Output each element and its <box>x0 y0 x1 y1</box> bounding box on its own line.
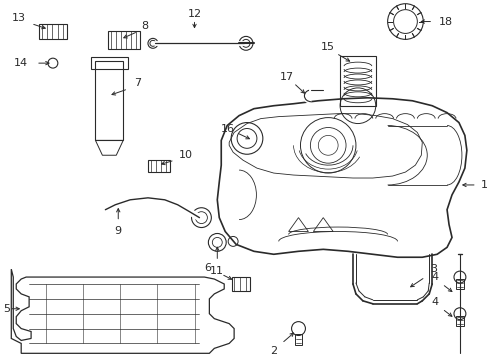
Text: 18: 18 <box>438 17 452 27</box>
Bar <box>232 277 249 291</box>
Bar <box>455 279 463 289</box>
Text: 4: 4 <box>431 297 438 307</box>
Text: 12: 12 <box>187 9 201 19</box>
Text: 5: 5 <box>3 304 10 314</box>
Text: 4: 4 <box>431 272 438 282</box>
Bar <box>108 31 140 49</box>
Bar <box>455 316 463 325</box>
Text: 10: 10 <box>178 150 192 160</box>
Bar <box>339 56 375 106</box>
Text: 2: 2 <box>270 346 277 356</box>
Text: 7: 7 <box>134 78 142 88</box>
Text: 3: 3 <box>430 264 437 274</box>
Text: 14: 14 <box>14 58 28 68</box>
Bar <box>95 61 123 140</box>
Text: 9: 9 <box>115 226 122 237</box>
Bar <box>90 57 128 69</box>
Text: 11: 11 <box>210 266 224 276</box>
Text: 16: 16 <box>221 123 235 134</box>
Text: 6: 6 <box>203 263 210 273</box>
Bar <box>148 160 169 172</box>
Text: 15: 15 <box>321 42 335 52</box>
Text: 8: 8 <box>141 21 148 31</box>
Bar <box>39 23 67 39</box>
Text: 13: 13 <box>12 13 26 23</box>
Text: 17: 17 <box>279 72 293 82</box>
Text: 1: 1 <box>480 180 487 190</box>
Bar <box>294 333 302 345</box>
